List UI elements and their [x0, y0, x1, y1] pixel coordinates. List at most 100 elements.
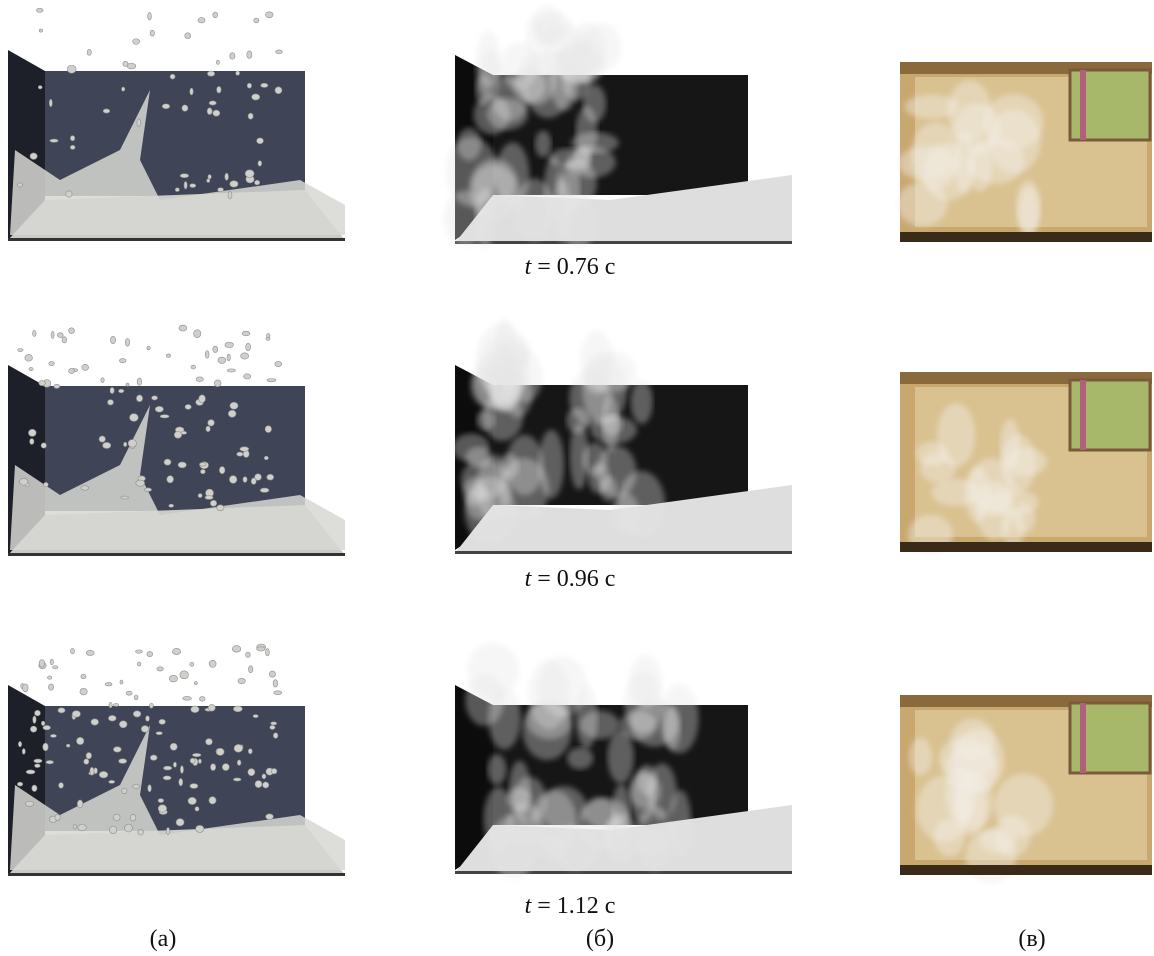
droplet	[255, 180, 260, 185]
droplet	[247, 51, 252, 58]
droplet	[137, 119, 141, 127]
smoke	[596, 446, 636, 498]
droplet	[218, 188, 224, 192]
droplet	[257, 138, 264, 144]
droplet	[198, 494, 202, 498]
floor	[900, 865, 1152, 875]
droplet	[43, 725, 51, 729]
droplet	[173, 762, 176, 767]
droplet	[120, 680, 123, 684]
droplet	[228, 191, 232, 199]
droplet	[125, 339, 129, 347]
spray	[985, 489, 1039, 516]
droplet	[158, 805, 166, 813]
droplet	[157, 667, 163, 671]
droplet	[50, 734, 56, 737]
droplet	[222, 764, 229, 771]
droplet	[253, 715, 258, 718]
droplet	[163, 766, 171, 770]
droplet	[47, 676, 51, 679]
droplet	[271, 768, 277, 773]
droplet	[50, 139, 58, 142]
droplet	[162, 104, 170, 109]
floor	[900, 542, 1152, 552]
droplet	[196, 377, 203, 382]
floor	[900, 232, 1152, 242]
droplet	[124, 824, 132, 832]
droplet	[176, 819, 184, 826]
droplet	[194, 682, 197, 685]
droplet	[22, 749, 25, 755]
droplet	[228, 410, 236, 417]
droplet	[248, 749, 252, 754]
droplet	[225, 342, 234, 348]
droplet	[227, 369, 235, 372]
droplet	[209, 660, 216, 667]
droplet	[33, 330, 37, 336]
droplet	[25, 354, 33, 361]
droplet	[237, 760, 241, 766]
droplet	[17, 782, 22, 786]
droplet	[133, 39, 140, 45]
spray	[916, 442, 948, 466]
droplet	[18, 348, 23, 351]
droplet	[167, 476, 174, 483]
smoke	[562, 60, 590, 100]
smoke	[464, 476, 515, 544]
droplet	[213, 346, 218, 353]
droplet	[214, 380, 221, 387]
spray	[909, 738, 932, 776]
droplet	[194, 330, 201, 338]
panel-label: (в)	[1018, 926, 1045, 953]
droplet	[29, 367, 33, 370]
droplet	[113, 747, 121, 752]
droplet	[242, 331, 250, 336]
droplet	[101, 378, 104, 383]
droplet	[134, 695, 138, 700]
droplet	[32, 785, 37, 791]
droplet	[30, 439, 34, 445]
droplet	[84, 759, 89, 765]
droplet	[182, 105, 188, 111]
droplet	[38, 86, 42, 89]
droplet	[152, 396, 158, 400]
droplet	[188, 797, 196, 804]
droplet	[169, 675, 177, 682]
render-panel	[443, 5, 792, 248]
droplet	[191, 706, 199, 713]
time-label: t = 0.76 с	[525, 254, 616, 281]
base	[8, 873, 345, 876]
droplet	[147, 651, 153, 656]
panel-label: (б)	[586, 926, 614, 953]
droplet	[133, 711, 141, 717]
smoke	[630, 700, 678, 747]
droplet	[230, 53, 235, 60]
base	[8, 553, 345, 556]
smoke	[522, 700, 571, 760]
droplet	[210, 764, 215, 771]
droplet	[192, 753, 201, 756]
droplet	[44, 482, 49, 487]
droplet	[269, 671, 275, 677]
droplet	[130, 414, 139, 422]
droplet	[218, 357, 226, 363]
droplet	[190, 758, 195, 763]
droplet	[99, 436, 105, 442]
droplet	[109, 826, 116, 834]
droplet	[57, 333, 63, 338]
droplet	[275, 361, 282, 366]
droplet	[81, 674, 86, 679]
simulation-panel	[8, 325, 345, 556]
droplet	[35, 764, 41, 768]
droplet	[179, 325, 187, 331]
droplet	[261, 83, 268, 87]
smoke	[538, 430, 564, 499]
smoke	[467, 643, 518, 699]
droplet	[199, 395, 206, 403]
droplet	[49, 362, 55, 366]
droplet	[198, 18, 205, 23]
droplet	[237, 452, 243, 456]
droplet	[275, 87, 282, 94]
droplet	[258, 161, 262, 167]
droplet	[51, 331, 54, 338]
